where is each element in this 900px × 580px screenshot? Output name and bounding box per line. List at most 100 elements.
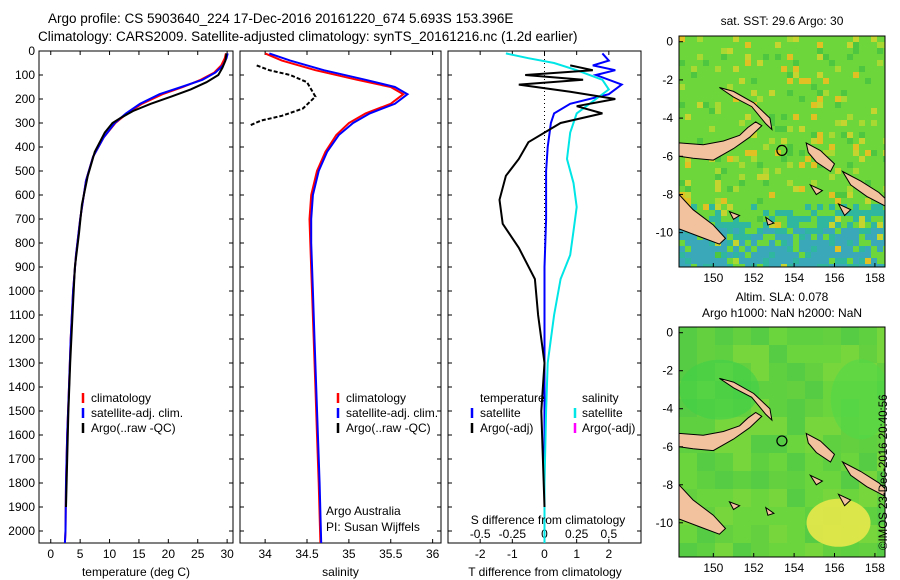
field-cell	[877, 327, 885, 345]
field-cell	[715, 252, 721, 258]
field-cell	[745, 234, 751, 240]
sst_map-frame	[678, 35, 886, 268]
field-cell	[811, 264, 817, 267]
field-cell	[691, 72, 697, 78]
series-line-argo-raw-qc-	[65, 53, 228, 508]
field-cell	[835, 222, 841, 228]
field-cell	[817, 264, 823, 267]
field-cell	[685, 264, 691, 267]
field-cell	[781, 252, 787, 258]
field-cell	[787, 252, 793, 258]
field-cell	[739, 234, 745, 240]
field-cell	[781, 234, 787, 240]
field-cell	[679, 228, 685, 234]
field-cell	[751, 204, 757, 210]
field-cell	[739, 162, 745, 168]
field-cell	[781, 114, 787, 120]
island	[808, 474, 824, 486]
field-cell	[733, 222, 739, 228]
map-title-sst: sat. SST: 29.6 Argo: 30	[721, 14, 844, 28]
field-cell	[799, 216, 805, 222]
field-cell	[865, 198, 871, 204]
field-cell	[715, 102, 721, 108]
field-cell	[793, 186, 799, 192]
field-cell	[829, 144, 835, 150]
field-cell	[883, 138, 885, 144]
field-cell	[751, 156, 757, 162]
field-cell	[811, 102, 817, 108]
field-cell	[877, 543, 885, 557]
field-cell	[793, 228, 799, 234]
field-cell	[805, 204, 811, 210]
field-cell	[757, 162, 763, 168]
field-cell	[865, 258, 871, 264]
field-cell	[829, 60, 835, 66]
field-cell	[841, 258, 847, 264]
field-cell	[769, 138, 775, 144]
field-cell	[823, 240, 829, 246]
legend-entry: Argo(..raw -QC)	[346, 421, 431, 435]
field-cell	[703, 246, 709, 252]
field-cell	[811, 252, 817, 258]
legend-entry: satellite	[480, 406, 521, 420]
field-cell	[757, 216, 763, 222]
field-cell	[697, 543, 715, 557]
field-cell	[877, 345, 885, 363]
map-title-sla: Altim. SLA: 0.078	[736, 290, 829, 304]
field-cell	[787, 246, 793, 252]
field-cell	[805, 240, 811, 246]
x-tick-label-salinity: 0.25	[565, 527, 589, 541]
field-cell	[769, 252, 775, 258]
field-cell	[841, 543, 859, 557]
field-cell	[751, 252, 757, 258]
field-cell	[733, 471, 751, 489]
field-cell	[793, 114, 799, 120]
island	[719, 87, 773, 131]
field-cell	[757, 228, 763, 234]
field-cell	[751, 471, 769, 489]
x-axis-label: salinity	[322, 565, 359, 579]
field-cell	[787, 150, 793, 156]
y-tick-label: -4	[662, 111, 673, 125]
field-cell	[823, 150, 829, 156]
island	[728, 210, 741, 221]
field-cell	[847, 138, 853, 144]
field-cell	[817, 90, 823, 96]
field-cell	[805, 216, 811, 222]
field-cell	[739, 222, 745, 228]
temperature-frame	[38, 50, 234, 544]
field-cell	[829, 132, 835, 138]
field-cell	[715, 210, 721, 216]
field-cell	[727, 48, 733, 54]
field-cell	[835, 234, 841, 240]
field-cell	[703, 252, 709, 258]
field-cell	[733, 228, 739, 234]
field-cell	[733, 234, 739, 240]
field-cell	[733, 543, 751, 557]
field-cell	[679, 471, 697, 489]
field-cell	[805, 417, 823, 435]
field-cell	[787, 78, 793, 84]
field-cell	[793, 72, 799, 78]
field-cell	[877, 234, 883, 240]
field-cell	[763, 252, 769, 258]
field-cell	[871, 258, 877, 264]
series-line-temperature-satellite	[543, 52, 624, 543]
field-cell	[829, 240, 835, 246]
y-tick-label: 1900	[8, 500, 35, 514]
x-tick-label: 0	[47, 547, 54, 561]
field-cell	[769, 381, 787, 399]
field-cell	[721, 246, 727, 252]
field-cell	[883, 216, 885, 222]
differences-panel: -2 -1 0 1 2-0.5 -0.25 0 0.25 0.5S difference fro…	[447, 50, 642, 579]
field-cell	[841, 264, 847, 267]
x-axis-label: temperature (deg C)	[82, 565, 190, 579]
field-cell	[835, 198, 841, 204]
island	[764, 216, 776, 226]
field-cell	[715, 345, 733, 363]
field-cell	[883, 234, 885, 240]
field-cell	[697, 417, 715, 435]
field-cell	[835, 192, 841, 198]
field-cell	[787, 381, 805, 399]
field-cell	[847, 192, 853, 198]
